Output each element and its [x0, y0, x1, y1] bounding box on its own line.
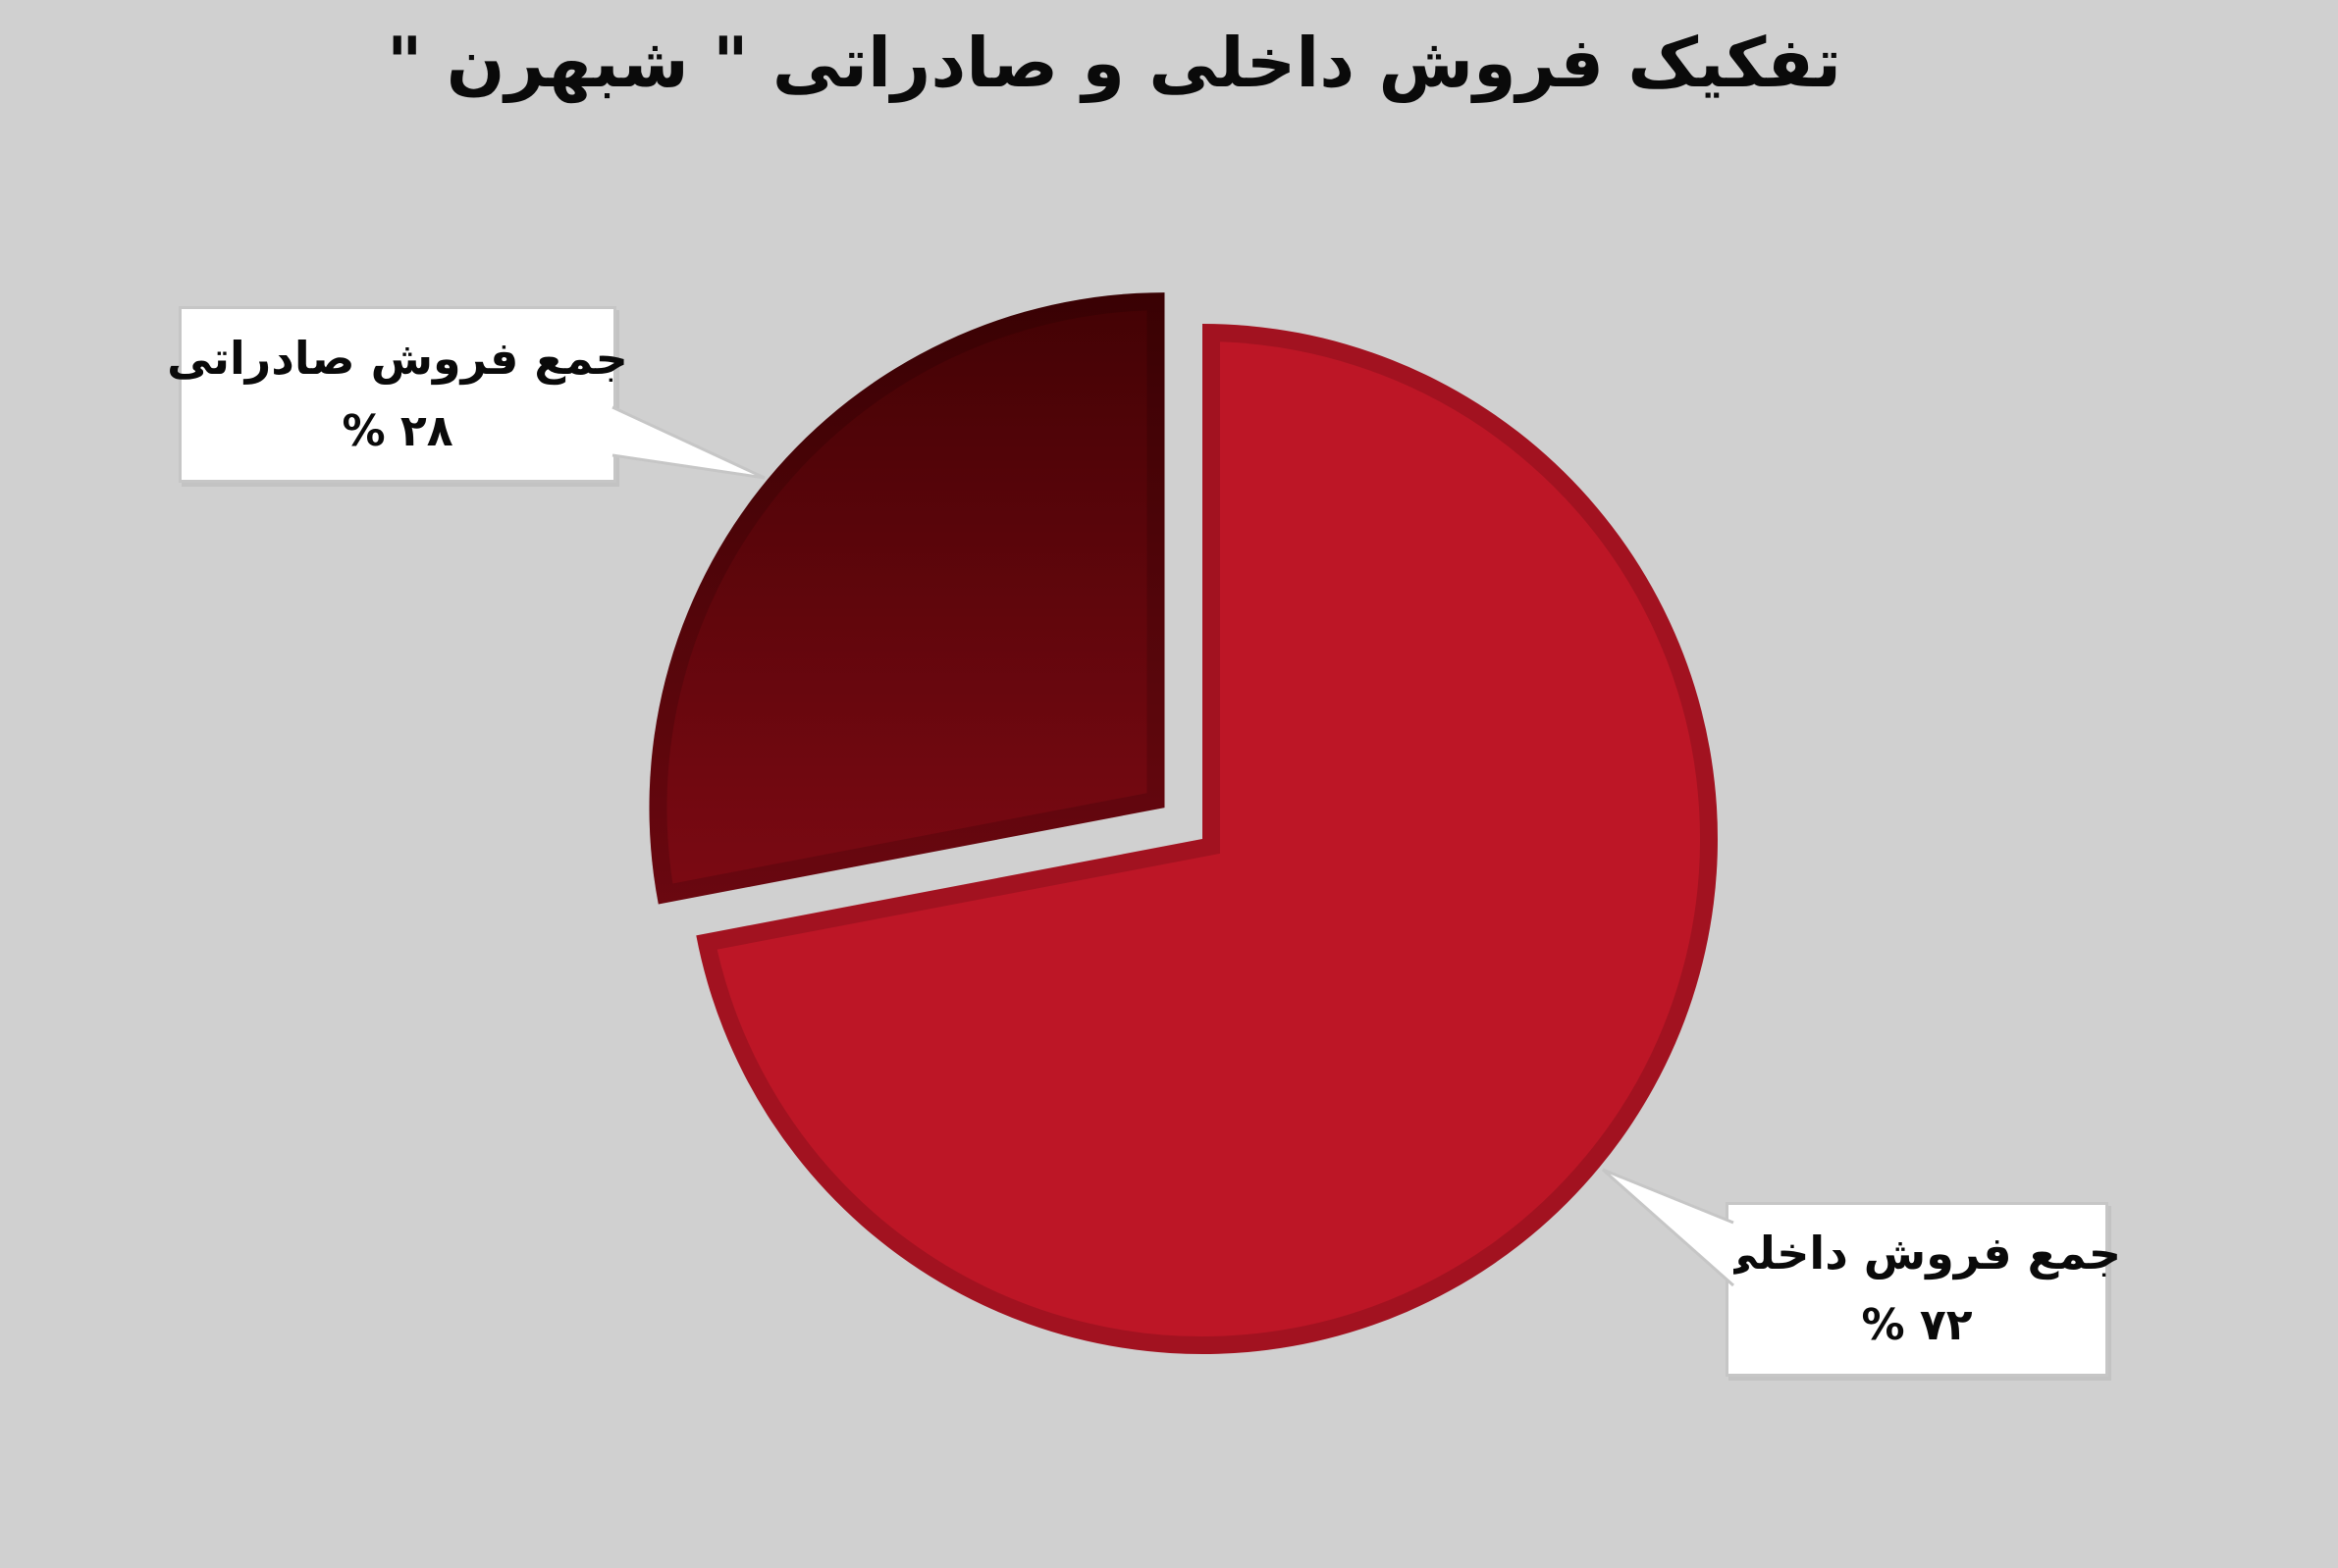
callout-export-percent: % ۲۸	[342, 405, 453, 456]
callout-domestic-label: جمع فروش داخلی	[1712, 1227, 2122, 1281]
pie-slice-domestic	[696, 324, 1718, 1355]
callout-export-label: جمع فروش صادراتی	[167, 332, 628, 385]
callout-domestic-percent: % ۷۲	[1861, 1300, 1973, 1351]
callout-export: جمع فروش صادراتی % ۲۸	[167, 306, 628, 483]
pie-slice-export	[649, 292, 1165, 905]
pie-slice-export-rim	[649, 292, 1165, 905]
chart-title: تفکیک فروش داخلی و صادراتی " شبهرن "	[386, 23, 1842, 103]
callout-pointer-export	[611, 405, 766, 480]
callout-domestic: جمع فروش داخلی % ۷۲	[1713, 1202, 2121, 1377]
pie-slice-domestic-rim	[696, 324, 1718, 1355]
